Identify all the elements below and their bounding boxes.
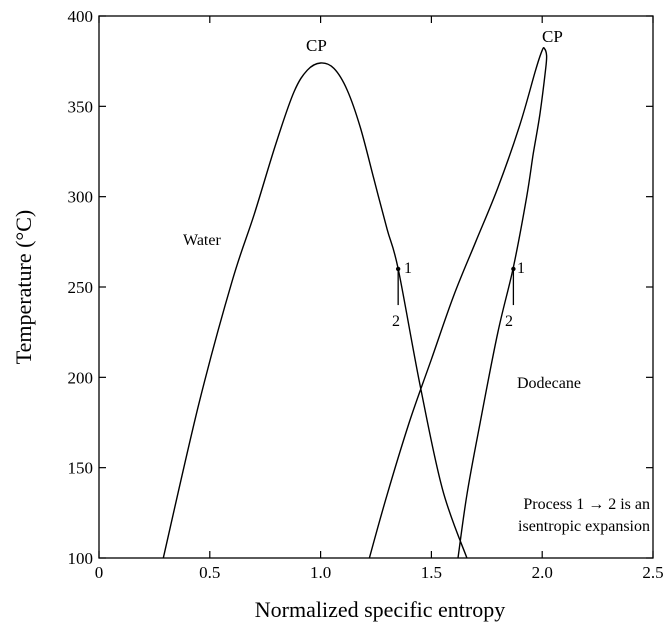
process-note-line-2: isentropic expansion	[518, 518, 650, 535]
x-tick-label: 1.5	[421, 563, 442, 582]
water-state-1-point	[395, 266, 401, 272]
process-note-line-1: Process 1 → 2 is an	[523, 496, 650, 513]
water-point-1-label: 1	[404, 260, 412, 277]
series-layer	[162, 47, 548, 559]
y-tick-label: 200	[68, 368, 94, 387]
y-tick-label: 250	[68, 278, 94, 297]
dodecane-state-1-point	[511, 266, 516, 272]
series-line-water	[162, 62, 468, 559]
x-tick-label: 2.5	[642, 563, 663, 582]
cp-dodecane-label: CP	[542, 27, 563, 46]
annotation-marks	[395, 266, 516, 306]
y-tick-label: 400	[68, 7, 94, 26]
water-point-2-label: 2	[392, 313, 400, 330]
y-tick-label: 300	[68, 188, 94, 207]
y-tick-label: 100	[68, 549, 94, 568]
axis-ticks: 0 0.5 1.0 1.5 2.0 2.5 100 150 200 250 300 350 400	[68, 7, 664, 582]
y-axis-title: Temperature (°C)	[11, 210, 36, 364]
x-tick-label: 1.0	[310, 563, 331, 582]
water-label: Water	[183, 232, 221, 249]
y-tick-label: 350	[68, 97, 94, 116]
dodecane-point-2-label: 2	[505, 313, 513, 330]
x-tick-label: 0.5	[199, 563, 220, 582]
y-tick-label: 150	[68, 459, 94, 478]
dodecane-label: Dodecane	[517, 375, 581, 392]
cp-water-label: CP	[306, 36, 327, 55]
dodecane-point-1-label: 1	[517, 260, 525, 277]
series-line-dodecane	[368, 47, 548, 559]
x-tick-label: 0	[95, 563, 104, 582]
x-tick-label: 2.0	[532, 563, 553, 582]
x-axis-title: Normalized specific entropy	[255, 597, 505, 622]
